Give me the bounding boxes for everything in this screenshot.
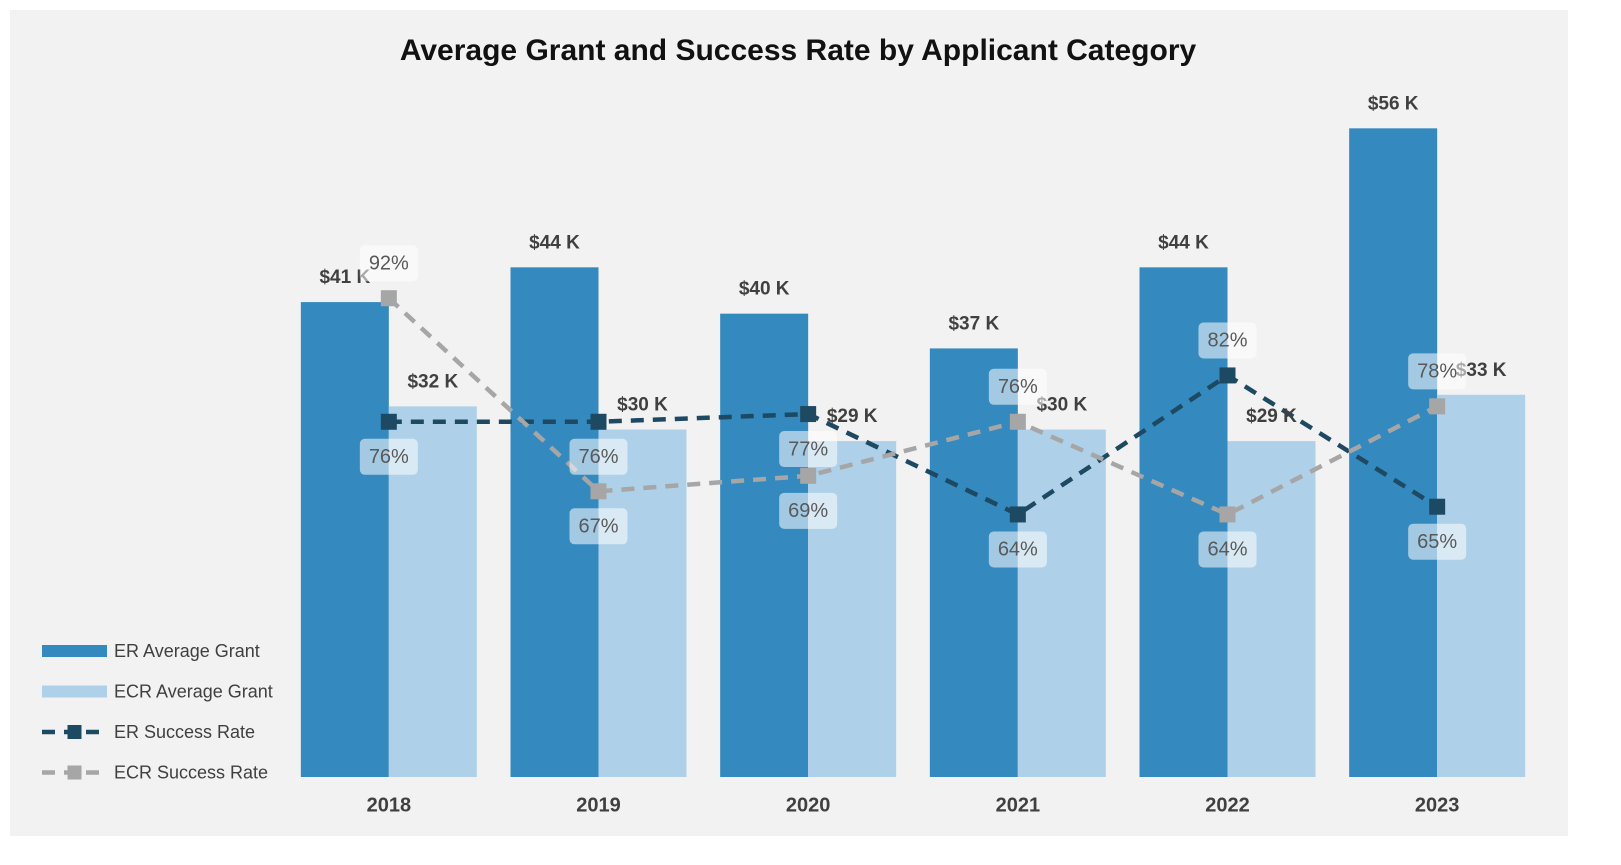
data-label-box xyxy=(359,245,418,282)
bar-value-label: $29 K xyxy=(827,406,878,427)
bar xyxy=(1437,394,1526,777)
line-marker xyxy=(800,406,817,423)
line-value-label: 65% xyxy=(1417,531,1457,553)
bar-value-label: $40 K xyxy=(739,279,790,300)
legend: ER Average Grant ECR Average Grant ER Succ… xyxy=(42,641,273,782)
line-marker xyxy=(800,467,817,484)
bar-value-label: $33 K xyxy=(1456,360,1507,381)
line-value-label: 76% xyxy=(578,446,618,468)
x-tick-label: 2021 xyxy=(996,794,1041,816)
data-label-box xyxy=(1198,322,1257,359)
line-marker xyxy=(380,413,397,430)
bar-value-label: $30 K xyxy=(1036,395,1087,416)
x-tick-label: 2022 xyxy=(1205,794,1250,816)
line-value-label: 76% xyxy=(998,376,1038,398)
bars xyxy=(300,128,1526,778)
bar xyxy=(1227,441,1316,777)
line-marker xyxy=(1429,398,1446,415)
bar-value-label: $29 K xyxy=(1246,406,1297,427)
data-label-box xyxy=(359,438,418,475)
line-value-label: 78% xyxy=(1417,361,1457,383)
legend-swatch xyxy=(42,645,107,657)
line xyxy=(387,296,1439,517)
bar xyxy=(1017,429,1106,777)
bar-value-label: $32 K xyxy=(407,371,458,392)
line-marker xyxy=(590,483,607,500)
line-value-label: 82% xyxy=(1207,330,1247,352)
data-label-box xyxy=(1198,531,1257,568)
lines xyxy=(380,290,1446,523)
chart-title: Average Grant and Success Rate by Applic… xyxy=(400,34,1197,67)
line-value-label: 64% xyxy=(998,539,1038,561)
x-tick-label: 2020 xyxy=(786,794,831,816)
x-tick-label: 2023 xyxy=(1415,794,1460,816)
line-marker xyxy=(380,290,397,307)
line-marker xyxy=(1429,498,1446,515)
x-tick-label: 2018 xyxy=(367,794,412,816)
line-marker xyxy=(1009,506,1026,523)
line-marker xyxy=(1219,506,1236,523)
bar xyxy=(720,313,809,777)
x-tick-label: 2019 xyxy=(576,794,621,816)
line-marker xyxy=(590,413,607,430)
line xyxy=(388,372,1439,518)
legend-label: ECR Average Grant xyxy=(114,681,273,701)
data-label-box xyxy=(988,531,1047,568)
data-label-box xyxy=(1408,353,1467,390)
bar xyxy=(598,429,687,777)
line-value-label: 76% xyxy=(369,446,409,468)
line-marker xyxy=(1219,367,1236,384)
bar-value-label: $44 K xyxy=(1158,232,1209,253)
line-value-label: 64% xyxy=(1207,539,1247,561)
data-label-box xyxy=(988,368,1047,405)
legend-label: ECR Success Rate xyxy=(114,762,268,782)
legend-label: ER Success Rate xyxy=(114,722,255,742)
line-value-label: 77% xyxy=(788,438,828,460)
bar-value-label: $44 K xyxy=(529,232,580,253)
bar xyxy=(1349,128,1438,778)
bar xyxy=(300,302,389,777)
bar-value-label: $56 K xyxy=(1368,93,1419,114)
legend-marker xyxy=(67,765,82,780)
labels: 2018 2019 2020 2021 2022 2023 $41 K $44 K $40 K $… xyxy=(319,93,1506,816)
line-value-label: 67% xyxy=(578,516,618,538)
bar-value-label: $30 K xyxy=(617,395,668,416)
bar xyxy=(808,441,897,777)
line-value-label: 69% xyxy=(788,500,828,522)
data-label-box xyxy=(779,492,838,529)
data-label-box xyxy=(569,508,628,545)
data-label-box xyxy=(569,438,628,475)
data-label-box xyxy=(1408,523,1467,560)
bar-value-label: $37 K xyxy=(948,313,999,334)
line-marker xyxy=(1009,413,1026,430)
legend-label: ER Average Grant xyxy=(114,641,260,661)
bar-value-label: $41 K xyxy=(319,267,370,288)
data-label-box xyxy=(779,431,838,468)
legend-swatch xyxy=(42,685,107,698)
line-value-label: 92% xyxy=(369,253,409,275)
legend-marker xyxy=(67,725,82,739)
